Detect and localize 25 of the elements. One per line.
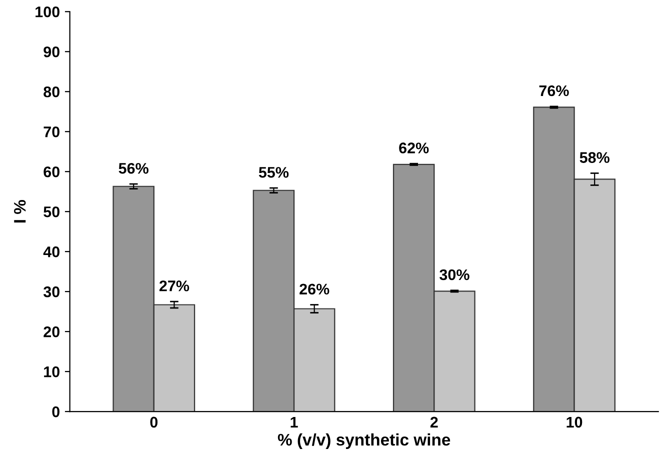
- x-tick-label: 10: [566, 416, 582, 428]
- y-tick-label: 80: [44, 86, 60, 98]
- data-label: 56%: [118, 162, 148, 174]
- x-tick-label: 2: [430, 416, 438, 428]
- data-label: 26%: [300, 284, 330, 295]
- y-tick-label: 50: [44, 206, 60, 218]
- y-tick-label: 90: [44, 46, 60, 58]
- y-tick-label: 70: [44, 126, 60, 138]
- x-tick-label: 0: [150, 416, 158, 428]
- y-axis-title: I %: [14, 200, 26, 222]
- data-label: 30%: [440, 269, 470, 280]
- x-axis-title: % (v/v) synthetic wine: [278, 433, 450, 449]
- y-tick-label: 20: [44, 326, 60, 338]
- data-label: 27%: [159, 280, 190, 292]
- y-tick-label: 40: [43, 246, 60, 258]
- data-label: 76%: [539, 85, 569, 96]
- y-tick-label: 100: [36, 6, 60, 18]
- y-tick-label: 60: [44, 166, 60, 178]
- y-tick-label: 10: [44, 366, 60, 378]
- y-tick-label: 0: [52, 406, 60, 418]
- data-label: 62%: [399, 142, 429, 154]
- y-tick-label: 30: [43, 286, 60, 298]
- data-label: 58%: [580, 152, 610, 163]
- x-tick-label: 1: [290, 416, 298, 428]
- data-label: 55%: [258, 166, 289, 178]
